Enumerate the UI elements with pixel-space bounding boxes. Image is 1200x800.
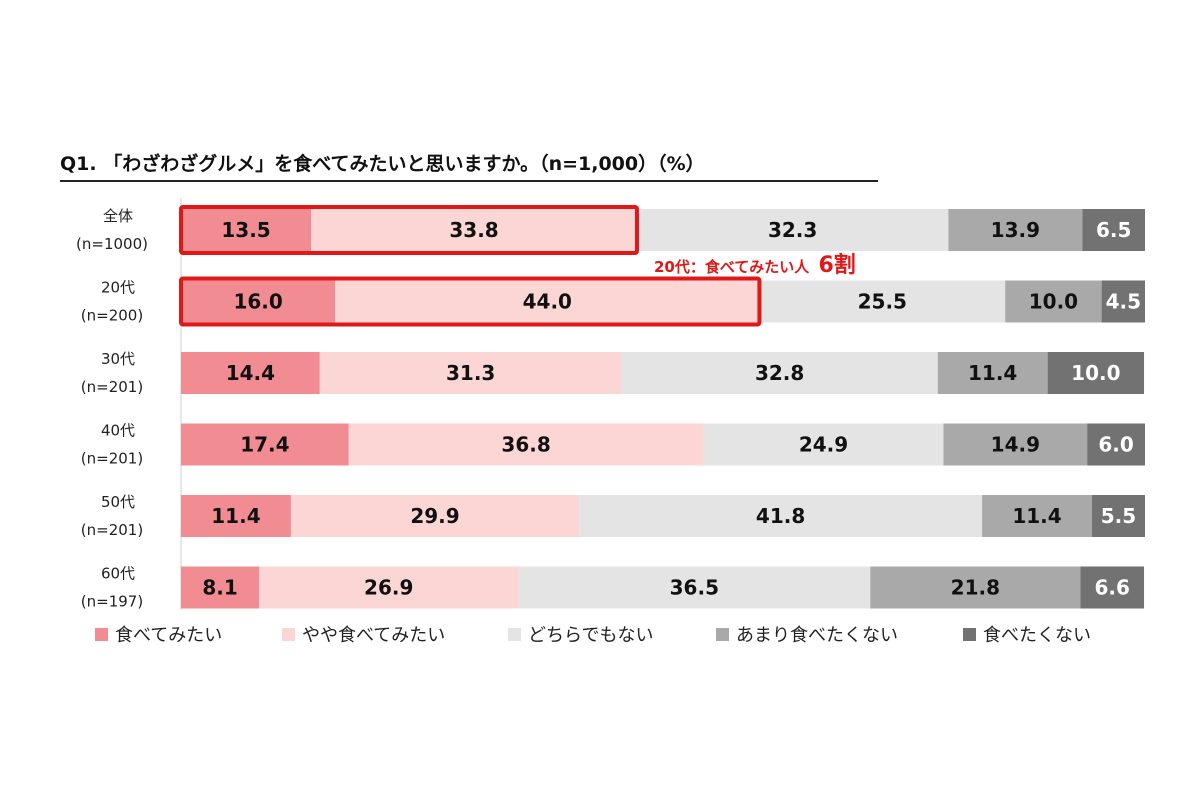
data-label: 13.9 — [991, 218, 1040, 242]
bar-segment — [937, 352, 1048, 394]
bar-segment — [319, 352, 622, 394]
category-n-label: (n=201) — [81, 450, 143, 468]
bar-segment — [636, 209, 949, 251]
bar-segment — [982, 495, 1092, 537]
bar-segment — [181, 352, 320, 394]
chart-title: Q1. 「わざわざグルメ」を食べてみたいと思いますか。（n=1,000）（%） — [60, 148, 878, 182]
legend-swatch — [95, 628, 108, 641]
bar-segment — [181, 209, 312, 251]
highlight-box — [179, 205, 639, 255]
legend-swatch — [716, 628, 729, 641]
bar-segment — [181, 280, 336, 323]
category-label: 50代 — [101, 493, 135, 511]
legend-label: やや食べてみたい — [302, 625, 445, 646]
data-label: 11.4 — [211, 504, 260, 528]
data-label: 44.0 — [523, 290, 572, 314]
data-label: 17.4 — [240, 433, 289, 457]
annotation-emphasis: 6割 — [819, 252, 856, 278]
bar-segment — [311, 209, 637, 251]
bar-segment — [1082, 209, 1145, 251]
bar-segment — [181, 566, 260, 609]
bar-segment — [1101, 280, 1145, 323]
data-label: 8.1 — [202, 576, 237, 600]
category-label: 全体 — [103, 207, 133, 225]
bar-segment — [348, 423, 704, 466]
data-label: 11.4 — [968, 361, 1017, 385]
bar-segment — [259, 566, 519, 609]
legend-label: 食べてみたい — [115, 625, 222, 646]
data-label: 31.3 — [446, 361, 495, 385]
data-label: 5.5 — [1101, 504, 1136, 528]
data-label: 14.4 — [226, 361, 275, 385]
bar-segment — [290, 495, 580, 537]
data-label: 29.9 — [410, 504, 459, 528]
category-label: 20代 — [101, 279, 135, 297]
legend-swatch — [508, 628, 521, 641]
bar-segment — [518, 566, 871, 609]
data-label: 26.9 — [364, 576, 413, 600]
bar-segment — [181, 495, 291, 537]
data-label: 32.8 — [755, 361, 804, 385]
legend-swatch — [282, 628, 295, 641]
data-label: 11.4 — [1012, 504, 1061, 528]
legend-label: 食べたくない — [983, 625, 1091, 646]
legend-swatch — [963, 628, 976, 641]
bar-segment — [943, 423, 1088, 466]
data-label: 16.0 — [233, 290, 282, 314]
data-label: 14.9 — [991, 433, 1040, 457]
bar-segment — [870, 566, 1081, 609]
bar-segment — [1087, 423, 1145, 466]
data-label: 10.0 — [1071, 361, 1120, 385]
category-n-label: (n=201) — [81, 378, 143, 396]
bar-segment — [1005, 280, 1102, 323]
bar-segment — [181, 423, 349, 466]
data-label: 6.6 — [1095, 576, 1130, 600]
data-label: 4.5 — [1106, 290, 1141, 314]
category-n-label: (n=201) — [81, 521, 143, 539]
category-n-label: (n=1000) — [76, 235, 148, 253]
bar-segment — [1091, 495, 1145, 537]
category-n-label: (n=197) — [81, 593, 143, 611]
data-label: 10.0 — [1029, 290, 1078, 314]
bar-segment — [759, 280, 1006, 323]
category-n-label: (n=200) — [81, 307, 143, 325]
data-label: 36.5 — [670, 576, 719, 600]
data-label: 32.3 — [768, 218, 817, 242]
data-label: 6.5 — [1096, 218, 1131, 242]
category-label: 60代 — [101, 565, 135, 583]
legend-label: あまり食べたくない — [736, 625, 898, 646]
data-label: 41.8 — [756, 504, 805, 528]
highlight-box — [179, 276, 762, 327]
bar-segment — [1047, 352, 1145, 394]
data-label: 24.9 — [799, 433, 848, 457]
bar-segment — [1080, 566, 1145, 609]
data-label: 13.5 — [221, 218, 270, 242]
category-label: 30代 — [101, 350, 135, 368]
annotation-text: 20代：食べてみたい人 6割 — [654, 252, 856, 278]
bar-segment — [703, 423, 944, 466]
bar-segment — [948, 209, 1083, 251]
data-label: 36.8 — [501, 433, 550, 457]
data-label: 6.0 — [1098, 433, 1133, 457]
category-label: 40代 — [101, 422, 135, 440]
bar-segment — [579, 495, 983, 537]
bar-segment — [621, 352, 938, 394]
data-label: 21.8 — [951, 576, 1000, 600]
data-label: 33.8 — [449, 218, 498, 242]
legend-label: どちらでもない — [528, 625, 653, 646]
data-label: 25.5 — [858, 290, 907, 314]
bar-segment — [335, 280, 760, 323]
